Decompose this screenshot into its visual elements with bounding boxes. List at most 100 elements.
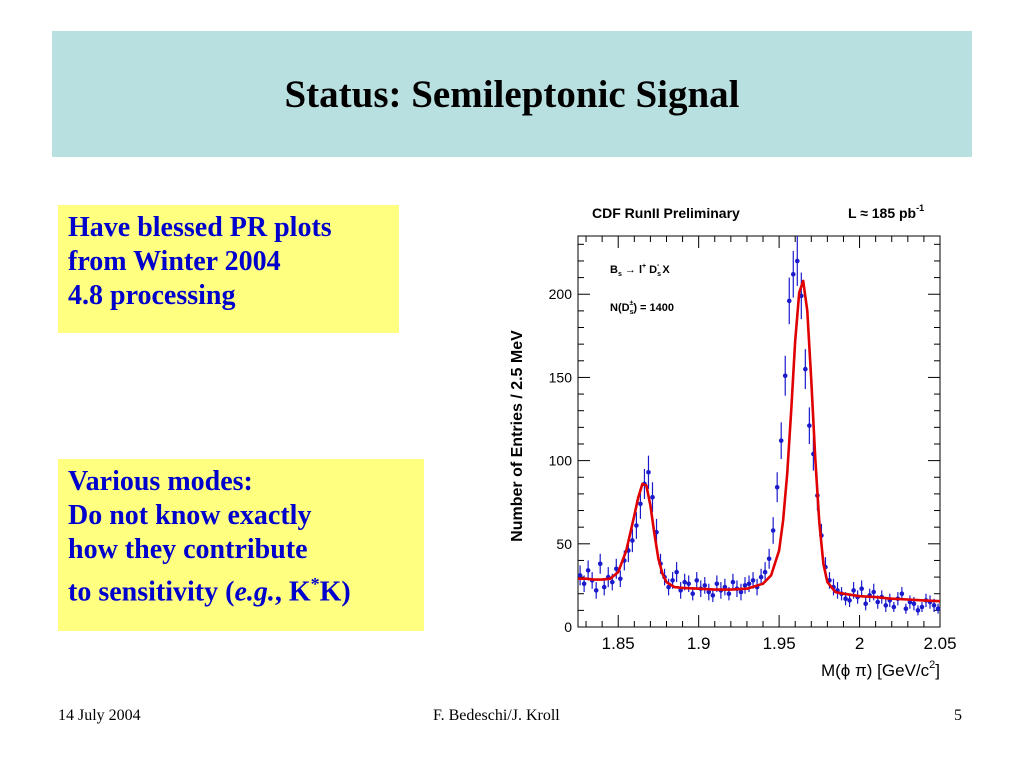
data-point [803, 366, 808, 372]
decay-annotation: Bs → l+ Ds - X [610, 262, 670, 278]
luminosity-label: L ≈ 185 pb-1 [848, 203, 924, 221]
slide-title: Status: Semileptonic Signal [284, 72, 740, 116]
note-text: to sensitivity ( [68, 576, 235, 608]
data-point [678, 588, 683, 593]
x-tick-label: 1.9 [687, 634, 711, 653]
note-italic: e.g. [234, 576, 275, 608]
data-point [730, 579, 736, 585]
data-point [774, 484, 780, 490]
note-superscript: * [310, 574, 320, 594]
data-point [899, 591, 905, 597]
data-point [630, 538, 635, 543]
data-point [638, 501, 643, 507]
x-tick-label: 2.05 [923, 634, 956, 653]
data-point [770, 528, 776, 533]
y-tick-label: 50 [556, 536, 572, 552]
data-point [931, 603, 937, 608]
data-point [863, 601, 868, 607]
data-point [847, 598, 852, 603]
data-point [694, 578, 700, 583]
data-point [714, 581, 720, 587]
y-tick-label: 200 [549, 286, 573, 302]
data-point [891, 604, 897, 610]
data-point [786, 298, 792, 304]
data-point [883, 603, 889, 608]
data-point [666, 584, 671, 590]
note-blessed-plots: Have blessed PR plots from Winter 2004 4… [58, 205, 399, 333]
x-axis-label: M(ϕ π) [GeV/c2] [821, 659, 940, 680]
data-point [597, 561, 603, 567]
data-point [593, 588, 599, 593]
data-point [609, 579, 615, 585]
title-bar: Status: Semileptonic Signal [52, 31, 972, 157]
luminosity-sup: -1 [916, 203, 924, 213]
data-point [706, 589, 712, 595]
note-various-modes: Various modes: Do not know exactly how t… [58, 459, 424, 631]
chart-title: CDF RunII Preliminary [592, 205, 740, 221]
count-annotation: N(Ds ±) = 1400 [610, 300, 674, 316]
decay-text: B [610, 264, 618, 276]
data-point [670, 578, 675, 583]
count-sup: ± [629, 300, 633, 307]
data-point [726, 591, 732, 597]
data-point [722, 584, 728, 590]
decay-sup: - [657, 262, 660, 269]
data-point [750, 578, 756, 583]
note-text: , K [274, 576, 311, 608]
data-point [915, 608, 921, 613]
data-point [758, 574, 764, 580]
data-point [762, 569, 768, 575]
data-point [690, 591, 696, 597]
x-axis-label-text: M(ϕ π) [GeV/c [821, 661, 930, 680]
note-text: K) [319, 576, 351, 608]
note-line: Do not know exactly [68, 500, 312, 531]
data-point [585, 568, 591, 573]
data-point [871, 589, 877, 595]
data-point [686, 581, 691, 587]
luminosity-text: L ≈ 185 pb [848, 205, 916, 221]
data-point [674, 569, 679, 575]
x-tick-label: 1.95 [763, 634, 796, 653]
data-point [650, 494, 655, 500]
data-point [682, 579, 687, 585]
data-point [710, 593, 716, 598]
decay-text: D [646, 264, 657, 276]
y-axis-label: Number of Entries / 2.5 MeV [509, 330, 526, 542]
data-point [581, 581, 587, 587]
data-point [702, 583, 708, 588]
x-axis-label-text: ] [935, 661, 940, 680]
count-text: N(D [610, 302, 630, 314]
y-tick-label: 0 [564, 619, 572, 635]
data-point [601, 584, 607, 590]
fit-curve [578, 279, 941, 603]
decay-sup: + [642, 263, 646, 270]
data-point [746, 581, 752, 587]
plot-area: 1.85 1.9 1.95 2 2.05 0 50 100 150 200 [549, 235, 957, 653]
note-line-sensitivity: to sensitivity (e.g., K*K) [68, 567, 414, 609]
x-tick-label: 1.85 [602, 634, 635, 653]
data-point [843, 596, 848, 602]
note-line: how they contribute [68, 534, 308, 565]
data-point [911, 601, 917, 607]
data-point [919, 604, 925, 610]
data-point [742, 583, 748, 588]
data-point [634, 523, 639, 528]
plot-frame [577, 235, 941, 628]
data-point [790, 271, 796, 277]
y-tick-label: 100 [549, 453, 573, 469]
data-point [618, 576, 623, 582]
data-point [903, 606, 909, 611]
note-line: 4.8 processing [68, 280, 236, 311]
decay-sub: s [657, 271, 661, 278]
data-point [613, 566, 619, 572]
data-point [577, 573, 583, 578]
data-point [766, 556, 772, 562]
count-text: ) = 1400 [633, 302, 674, 314]
data-point [646, 469, 651, 475]
note-line: Have blessed PR plots [68, 212, 332, 243]
count-sub: s [630, 309, 634, 316]
footer-page-number: 5 [954, 707, 962, 724]
footer-date: 14 July 2004 [58, 707, 141, 724]
data-point [807, 423, 812, 428]
